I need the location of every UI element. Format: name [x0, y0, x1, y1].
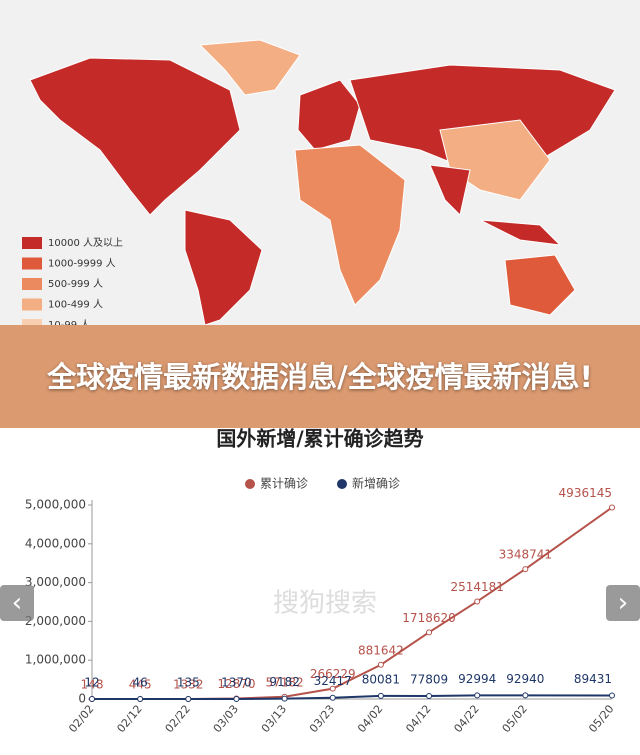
legend-label: 10000 人及以上: [48, 237, 123, 249]
data-label: 80081: [362, 672, 400, 686]
legend-label: 1000-9999 人: [48, 258, 116, 270]
y-tick-label: 1,000,000: [25, 653, 86, 667]
data-label: 92994: [458, 672, 496, 686]
data-label: 2514181: [450, 580, 503, 594]
x-tick-label: 03/23: [307, 703, 337, 736]
data-label: 57182: [265, 675, 303, 689]
data-point: [609, 692, 615, 699]
legend-marker: [337, 479, 347, 489]
europe: [297, 79, 361, 151]
legend-label: 新增确诊: [352, 476, 400, 491]
data-point: [377, 692, 384, 699]
data-label: 12: [84, 675, 99, 689]
legend-swatch: [22, 237, 42, 249]
x-tick-label: 02/22: [163, 703, 193, 736]
data-point: [377, 661, 384, 668]
map-legend: 10000 人及以上 1000-9999 人 500-999 人 100-499 人 1…: [22, 237, 123, 325]
data-label: 1332: [173, 677, 204, 691]
data-point: [474, 598, 481, 605]
legend-label: 500-999 人: [48, 278, 103, 290]
legend-swatch: [22, 278, 42, 290]
y-tick-label: 5,000,000: [25, 498, 86, 512]
x-tick-label: 04/02: [355, 703, 385, 736]
legend-swatch: [22, 298, 42, 311]
data-label: 881642: [358, 643, 404, 657]
legend-marker: [245, 479, 255, 489]
series-line: [91, 694, 613, 700]
data-label: 148: [81, 677, 104, 691]
data-label: 266229: [310, 667, 356, 681]
data-label: 445: [129, 677, 152, 691]
x-tick-label: 02/02: [66, 703, 96, 736]
data-label: 92940: [506, 672, 544, 686]
next-button[interactable]: ›: [606, 585, 640, 621]
data-point: [609, 504, 615, 511]
data-label: 3348741: [499, 548, 552, 562]
y-tick-label: 3,000,000: [25, 575, 86, 589]
prev-button[interactable]: ‹: [0, 585, 34, 621]
data-point: [233, 695, 240, 702]
data-point: [329, 685, 336, 692]
africa: [294, 144, 406, 306]
data-label: 9182: [269, 675, 300, 689]
data-label: 1718620: [402, 611, 455, 625]
data-point: [329, 694, 336, 701]
russia-asia: [349, 64, 616, 171]
watermark: 搜狗搜索: [273, 589, 377, 619]
data-point: [426, 629, 433, 636]
x-tick-label: 03/13: [259, 703, 289, 736]
greenland: [198, 39, 301, 96]
y-tick-label: 4,000,000: [25, 536, 86, 550]
indonesia: [479, 219, 562, 246]
india: [429, 164, 471, 216]
north-america: [29, 57, 241, 216]
x-tick-label: 02/12: [114, 703, 144, 736]
data-point: [522, 566, 529, 573]
world-map: 10000 人及以上 1000-9999 人 500-999 人 100-499 人 1…: [0, 0, 640, 325]
data-point: [426, 692, 433, 699]
y-tick-label: 0: [78, 692, 86, 706]
data-label: 46: [133, 675, 148, 689]
banner: 全球疫情最新数据消息/全球疫情最新消息!: [0, 325, 640, 428]
x-tick-label: 03/03: [211, 703, 241, 736]
australia: [504, 254, 576, 316]
legend-swatch: [22, 319, 42, 325]
data-point: [522, 692, 529, 699]
x-tick-label: 04/12: [403, 703, 433, 736]
south-america: [184, 209, 263, 325]
data-point: [137, 695, 144, 702]
data-point: [89, 695, 95, 702]
data-label: 1370: [221, 675, 252, 689]
chart-title: 国外新增/累计确诊趋势: [216, 428, 423, 451]
y-tick-label: 2,000,000: [25, 614, 86, 628]
data-label: 4936145: [559, 486, 612, 500]
data-label: 32417: [314, 674, 352, 688]
x-tick-label: 05/20: [586, 703, 616, 736]
data-point: [185, 695, 192, 702]
legend-swatch: [22, 257, 42, 270]
legend-label: 累计确诊: [260, 477, 308, 491]
legend-label: 100-499 人: [48, 299, 103, 311]
data-label: 12870: [217, 677, 255, 691]
x-tick-label: 05/02: [500, 703, 530, 736]
legend-label: 10-99 人: [48, 319, 90, 325]
banner-title: 全球疫情最新数据消息/全球疫情最新消息!: [47, 359, 593, 394]
data-point: [281, 695, 288, 702]
chart: 国外新增/累计确诊趋势 搜狗搜索 0 1,000,000 2,000,000 3,00…: [25, 428, 617, 736]
data-label: 77809: [410, 672, 448, 686]
data-label: 135: [177, 675, 200, 689]
x-tick-label: 04/22: [451, 703, 481, 736]
data-label: 89431: [574, 672, 612, 686]
data-point: [474, 692, 481, 699]
